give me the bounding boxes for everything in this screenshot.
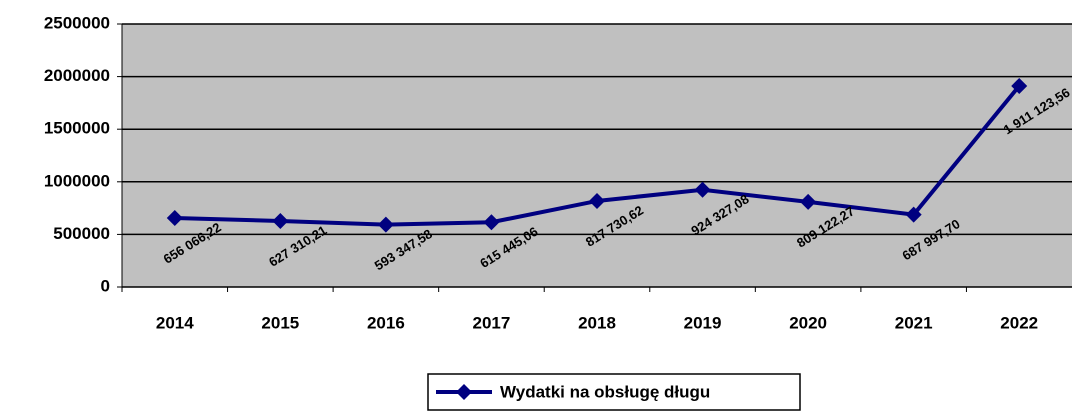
marker xyxy=(166,209,183,226)
x-tick-label: 2015 xyxy=(261,313,299,332)
y-tick-label: 1500000 xyxy=(44,119,110,138)
x-tick-label: 2018 xyxy=(578,313,616,332)
marker xyxy=(1011,77,1028,94)
marker xyxy=(483,214,500,231)
x-tick-label: 2014 xyxy=(156,313,194,332)
y-tick-label: 500000 xyxy=(53,224,110,243)
marker xyxy=(694,181,711,198)
y-tick-label: 0 xyxy=(101,276,110,295)
x-tick-label: 2022 xyxy=(1000,313,1038,332)
marker xyxy=(905,206,922,223)
x-tick-label: 2016 xyxy=(367,313,405,332)
x-tick-label: 2020 xyxy=(789,313,827,332)
legend-label: Wydatki na obsługę długu xyxy=(500,382,710,401)
y-tick-label: 1000000 xyxy=(44,171,110,190)
y-tick-label: 2000000 xyxy=(44,66,110,85)
marker xyxy=(800,193,817,210)
legend-marker xyxy=(456,384,472,400)
x-tick-label: 2021 xyxy=(895,313,933,332)
marker xyxy=(589,192,605,209)
marker xyxy=(377,216,394,233)
x-tick-label: 2017 xyxy=(473,313,511,332)
y-tick-label: 2500000 xyxy=(44,13,110,32)
x-tick-label: 2019 xyxy=(684,313,722,332)
plot-area xyxy=(122,24,1072,287)
marker xyxy=(272,213,289,230)
